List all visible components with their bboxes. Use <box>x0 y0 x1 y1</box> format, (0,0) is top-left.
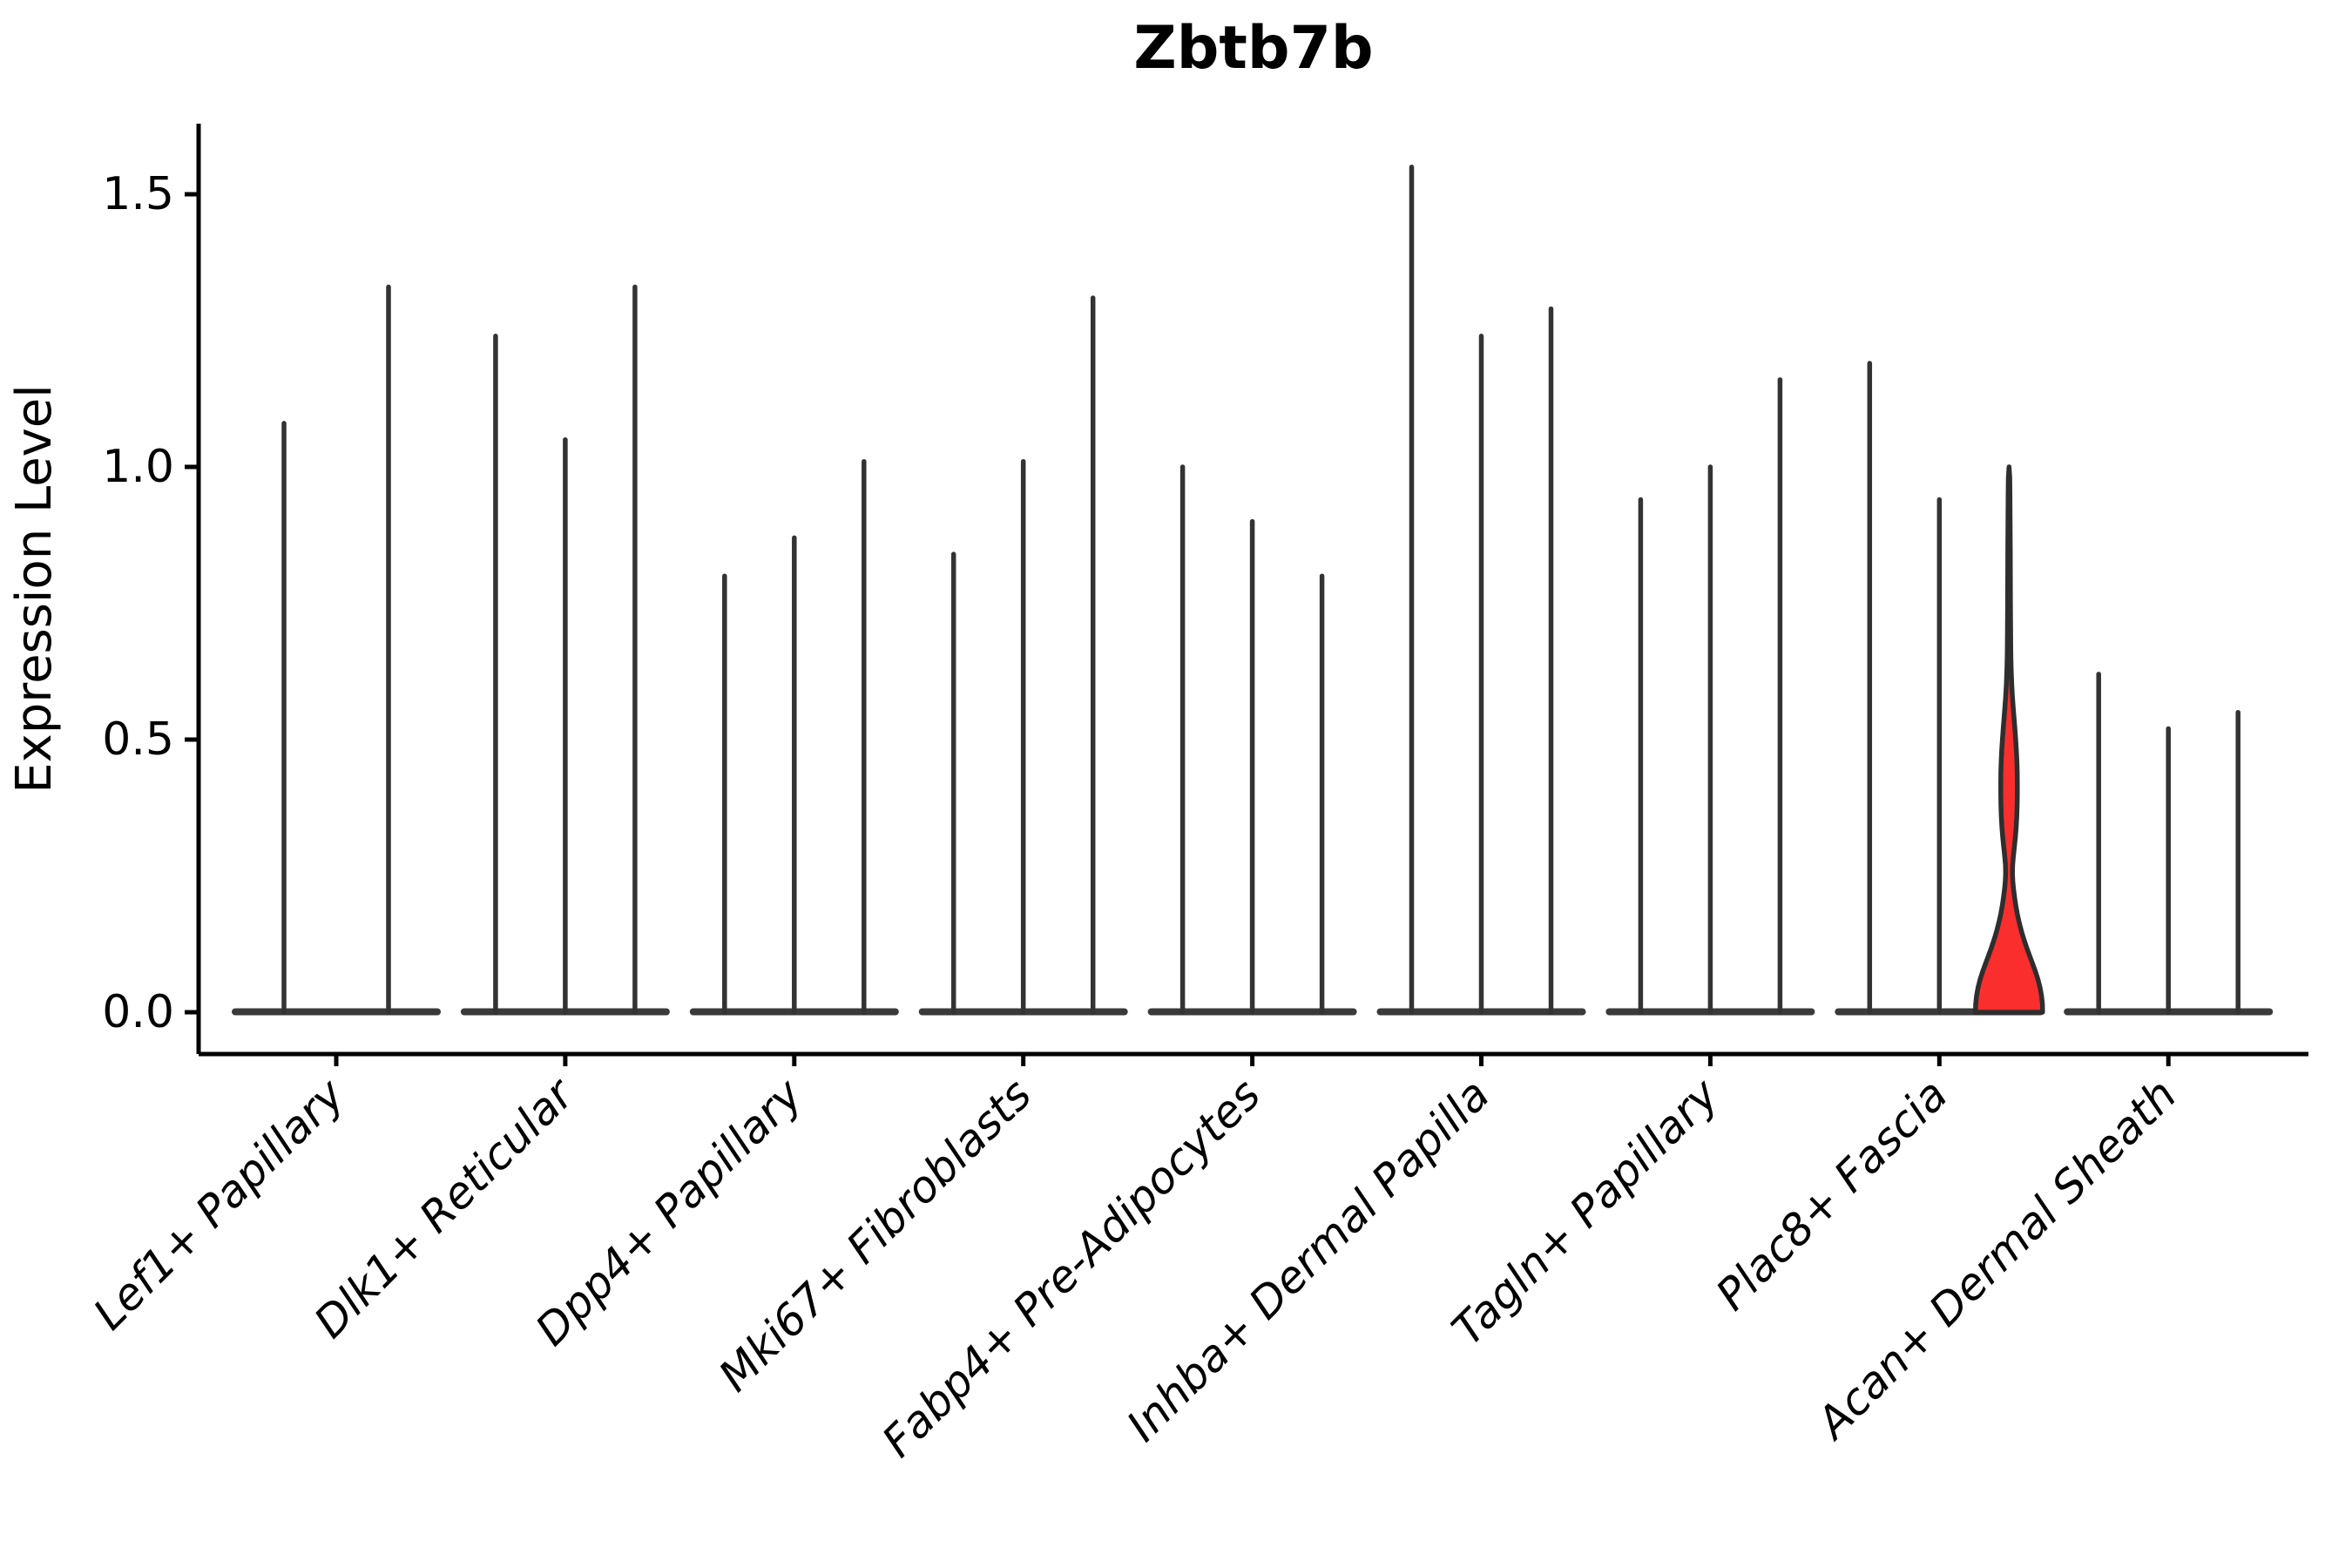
y-tick-label: 1.5 <box>102 168 174 220</box>
violin-group <box>2064 672 2274 1016</box>
highlighted-violin <box>1973 464 2045 1015</box>
violin-group <box>232 284 441 1016</box>
y-tick-label: 0.0 <box>102 986 174 1038</box>
y-tick-label: 0.5 <box>102 713 174 766</box>
violin-baseline <box>232 1008 441 1016</box>
violin-group <box>1376 164 1586 1016</box>
chart-title: Zbtb7b <box>1133 14 1373 83</box>
violin-group <box>918 295 1128 1016</box>
violin-group <box>460 284 670 1016</box>
violin-group <box>1605 377 1815 1016</box>
violin-group <box>689 458 899 1016</box>
y-tick-label: 1.0 <box>102 441 174 493</box>
violin-group <box>1147 464 1357 1016</box>
y-axis-label: Expression Level <box>6 384 63 794</box>
